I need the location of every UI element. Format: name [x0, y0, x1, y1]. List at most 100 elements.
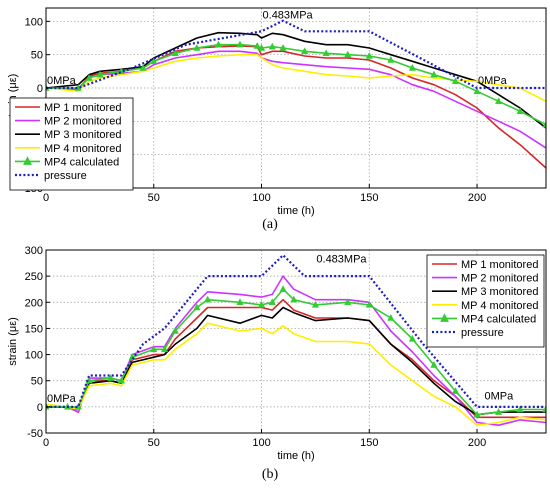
series-marker: [322, 49, 330, 57]
series-marker: [268, 298, 276, 306]
caption: (a): [262, 217, 278, 232]
series-marker: [430, 70, 438, 78]
y-tick-label: 50: [31, 376, 43, 388]
series-marker: [236, 298, 244, 306]
x-tick-label: 150: [360, 437, 378, 449]
legend-entry: MP 4 monitored: [44, 143, 121, 155]
annotation-label: 0MPa: [478, 75, 508, 87]
series-marker: [214, 40, 223, 48]
legend-entry: MP 1 monitored: [461, 259, 538, 271]
annotation-label: 0.483MPa: [263, 10, 314, 22]
legend-entry: MP 3 monitored: [461, 286, 538, 298]
series-marker: [96, 70, 104, 78]
series-marker: [253, 41, 261, 49]
series-marker: [279, 43, 287, 51]
x-tick-label: 50: [148, 192, 160, 204]
series-group: [46, 254, 546, 427]
series-marker: [344, 298, 352, 306]
series-marker: [473, 87, 481, 95]
series-marker: [279, 285, 287, 292]
y-tick-label: 250: [25, 271, 43, 283]
series-marker: [160, 345, 169, 353]
series-marker: [171, 327, 179, 334]
series-marker: [171, 49, 179, 57]
series-marker: [451, 387, 460, 394]
series-marker: [85, 73, 93, 81]
series-marker: [494, 408, 503, 415]
series-line: [46, 288, 546, 416]
series-marker: [193, 43, 201, 51]
series-marker: [150, 57, 158, 65]
legend-entry: pressure: [461, 327, 504, 339]
legend-marker: [23, 156, 32, 165]
series-marker: [516, 405, 524, 413]
series-marker: [365, 300, 373, 308]
legend-entry: MP 4 monitored: [461, 300, 538, 312]
x-axis-label: time (h): [277, 205, 314, 217]
series-marker: [542, 120, 546, 128]
series-marker: [387, 55, 395, 63]
y-tick-label: 0: [37, 402, 43, 414]
series-marker: [257, 300, 266, 308]
series-marker: [204, 295, 212, 303]
legend-entry: MP 2 monitored: [44, 116, 121, 128]
series-marker: [311, 300, 320, 308]
y-tick-label: 300: [25, 245, 43, 257]
x-axis-label: time (h): [277, 450, 314, 462]
series-marker: [408, 63, 416, 71]
series-marker: [344, 50, 352, 58]
x-tick-label: 50: [148, 437, 160, 449]
annotation-label: 0MPa: [47, 75, 77, 87]
x-tick-label: 100: [252, 437, 270, 449]
legend-marker: [440, 313, 449, 322]
series-marker: [451, 77, 460, 85]
y-axis-label: strain (με): [7, 317, 19, 366]
series-marker: [236, 40, 244, 48]
y-tick-label: 50: [31, 50, 43, 62]
x-tick-label: 150: [360, 192, 378, 204]
x-tick-label: 0: [43, 192, 49, 204]
series-marker: [257, 43, 266, 51]
legend-entry: MP 2 monitored: [461, 273, 538, 285]
legend-entry: pressure: [44, 170, 87, 182]
y-tick-label: 100: [25, 16, 43, 28]
y-tick-label: 0: [37, 83, 43, 95]
series-marker: [139, 63, 147, 71]
series-line: [46, 19, 546, 90]
legend-entry: MP 1 monitored: [44, 102, 121, 114]
y-tick-label: -50: [27, 428, 43, 440]
series-marker: [107, 374, 115, 381]
series-marker: [430, 360, 438, 368]
series-marker: [117, 376, 126, 384]
series-marker: [387, 313, 395, 321]
series-line: [46, 31, 546, 129]
axes-frame: [45, 249, 547, 434]
annotation-label: 0.483MPa: [316, 254, 367, 266]
y-tick-label: 100: [25, 350, 43, 362]
series-line: [46, 254, 546, 408]
annotation-label: 0MPa: [47, 393, 77, 405]
x-tick-label: 200: [468, 437, 486, 449]
series-group: [46, 19, 546, 169]
series-marker: [268, 42, 276, 50]
series-line: [46, 306, 546, 416]
series-marker: [290, 295, 298, 303]
series-marker: [193, 303, 201, 311]
x-tick-label: 200: [468, 192, 486, 204]
series-marker: [365, 51, 373, 59]
y-tick-label: 150: [25, 323, 43, 335]
x-tick-label: 0: [43, 437, 49, 449]
series-line: [46, 322, 546, 427]
x-tick-label: 100: [252, 192, 270, 204]
series-line: [46, 50, 546, 149]
caption: (b): [262, 467, 279, 482]
legend-box: [9, 97, 134, 191]
series-marker: [150, 345, 158, 353]
y-tick-label: 200: [25, 297, 43, 309]
legend-entry: MP4 calculated: [461, 313, 536, 325]
